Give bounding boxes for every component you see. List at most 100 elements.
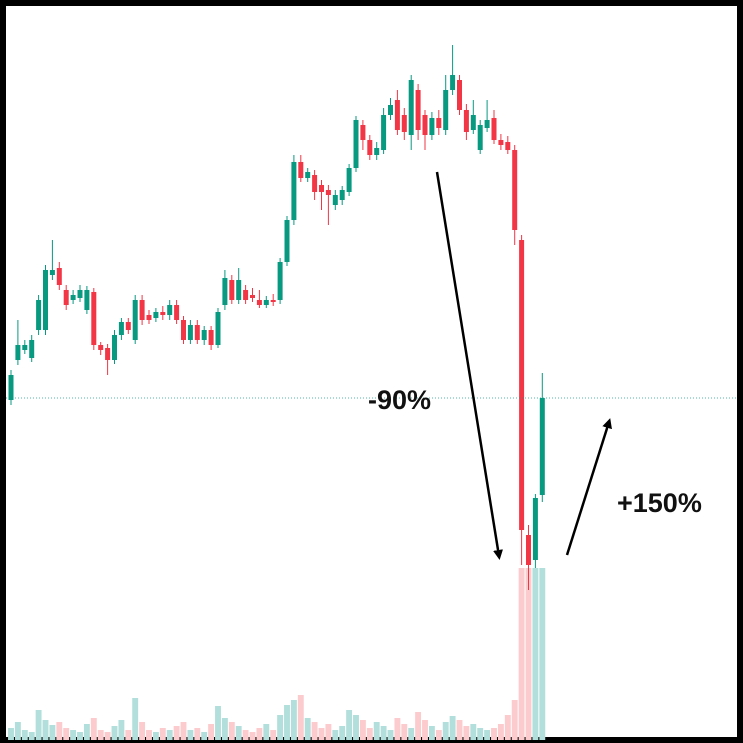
volume-bar <box>159 728 166 740</box>
volume-bar <box>428 726 435 740</box>
volume-bar <box>70 730 77 740</box>
volume-bar <box>484 730 491 740</box>
annotation: -90% <box>368 385 431 415</box>
candle-body <box>187 325 193 340</box>
candle-body <box>415 90 421 130</box>
volume-bar <box>77 732 83 740</box>
candle-body <box>388 105 393 115</box>
candle-body <box>250 295 255 298</box>
candle-body <box>346 168 352 192</box>
candle-body <box>174 305 180 320</box>
volume-bar <box>187 730 194 740</box>
candle-body <box>394 100 400 130</box>
volume-bar <box>21 730 28 740</box>
volume-bar <box>284 705 290 740</box>
candle-body <box>463 110 469 132</box>
candle-body <box>484 120 490 128</box>
candle-body <box>450 75 456 90</box>
volume-bar <box>132 698 139 740</box>
volume-bar <box>456 720 463 740</box>
candle-body <box>243 290 249 300</box>
volume-bar <box>290 700 297 740</box>
volume-bar <box>152 732 159 740</box>
volume-bar <box>477 728 484 740</box>
volume-bar <box>139 722 146 740</box>
candle-body <box>436 118 442 128</box>
candle-body <box>208 330 214 345</box>
candle-body <box>305 172 311 178</box>
volume-bar <box>353 715 359 740</box>
volume-bar <box>497 724 504 740</box>
volume-bar <box>297 695 304 740</box>
volume-bar <box>449 716 456 740</box>
candle-body <box>360 125 366 140</box>
candle-body <box>8 375 14 400</box>
volume-bar <box>504 715 511 740</box>
volume-bar <box>111 726 118 740</box>
volume-bar <box>8 728 14 740</box>
volume-bar <box>249 732 256 740</box>
candle-body <box>153 312 159 318</box>
candle-body <box>77 290 83 298</box>
volume-bar <box>28 732 35 740</box>
volume-bar <box>14 722 21 740</box>
down-arrow <box>435 171 503 560</box>
volume-bar <box>518 568 525 740</box>
candle-body <box>505 142 511 150</box>
candle-body <box>84 290 90 310</box>
candle-body <box>256 300 262 305</box>
volume-bar <box>470 724 477 740</box>
volume-bar <box>270 730 277 740</box>
candle-body <box>91 292 97 345</box>
candle-body <box>291 162 297 220</box>
volume-bar <box>442 722 449 740</box>
volume-bar <box>311 722 318 740</box>
volume-bar <box>435 730 442 740</box>
candle-body <box>270 300 276 302</box>
candle-body <box>201 330 207 340</box>
volume-bar <box>491 728 497 740</box>
candle-body <box>70 295 76 300</box>
candle-body <box>167 305 173 315</box>
volume-bar <box>415 712 422 740</box>
volume-bar <box>332 730 339 740</box>
candle-body <box>429 118 435 135</box>
candle-body <box>36 300 42 330</box>
candle-body <box>15 345 21 360</box>
candle-body <box>63 290 69 305</box>
volume-bar <box>35 710 42 740</box>
candle-body <box>374 148 380 155</box>
candle-body <box>519 240 525 530</box>
volume-bar <box>387 730 394 740</box>
candle-body <box>277 262 283 300</box>
candle-body <box>298 162 304 178</box>
volume-bar <box>339 726 346 740</box>
candle-body <box>215 312 221 345</box>
volume-bar <box>346 710 353 740</box>
volume-bar <box>318 728 325 740</box>
candle-body <box>312 175 318 192</box>
candle-body <box>408 80 414 135</box>
candle-body <box>139 300 145 320</box>
volume-bar <box>146 730 152 740</box>
candle-body <box>222 278 228 305</box>
candle-body <box>457 80 462 110</box>
volume-bar <box>277 715 284 740</box>
volume-bar <box>422 720 428 740</box>
candle-body <box>194 325 200 340</box>
candle-body <box>118 322 124 335</box>
candle-body <box>512 150 518 230</box>
volume-bar <box>511 700 518 740</box>
annotation: +150% <box>617 488 702 518</box>
up-arrow <box>565 418 612 556</box>
volume-bar <box>463 726 470 740</box>
candle-body <box>477 125 483 150</box>
candle-body <box>491 118 497 140</box>
candle-body <box>29 340 35 358</box>
candle-body <box>284 220 290 262</box>
volume-bar <box>215 706 221 740</box>
candle-body <box>98 345 104 350</box>
volume-bar <box>263 724 270 740</box>
plot-background <box>6 6 737 737</box>
